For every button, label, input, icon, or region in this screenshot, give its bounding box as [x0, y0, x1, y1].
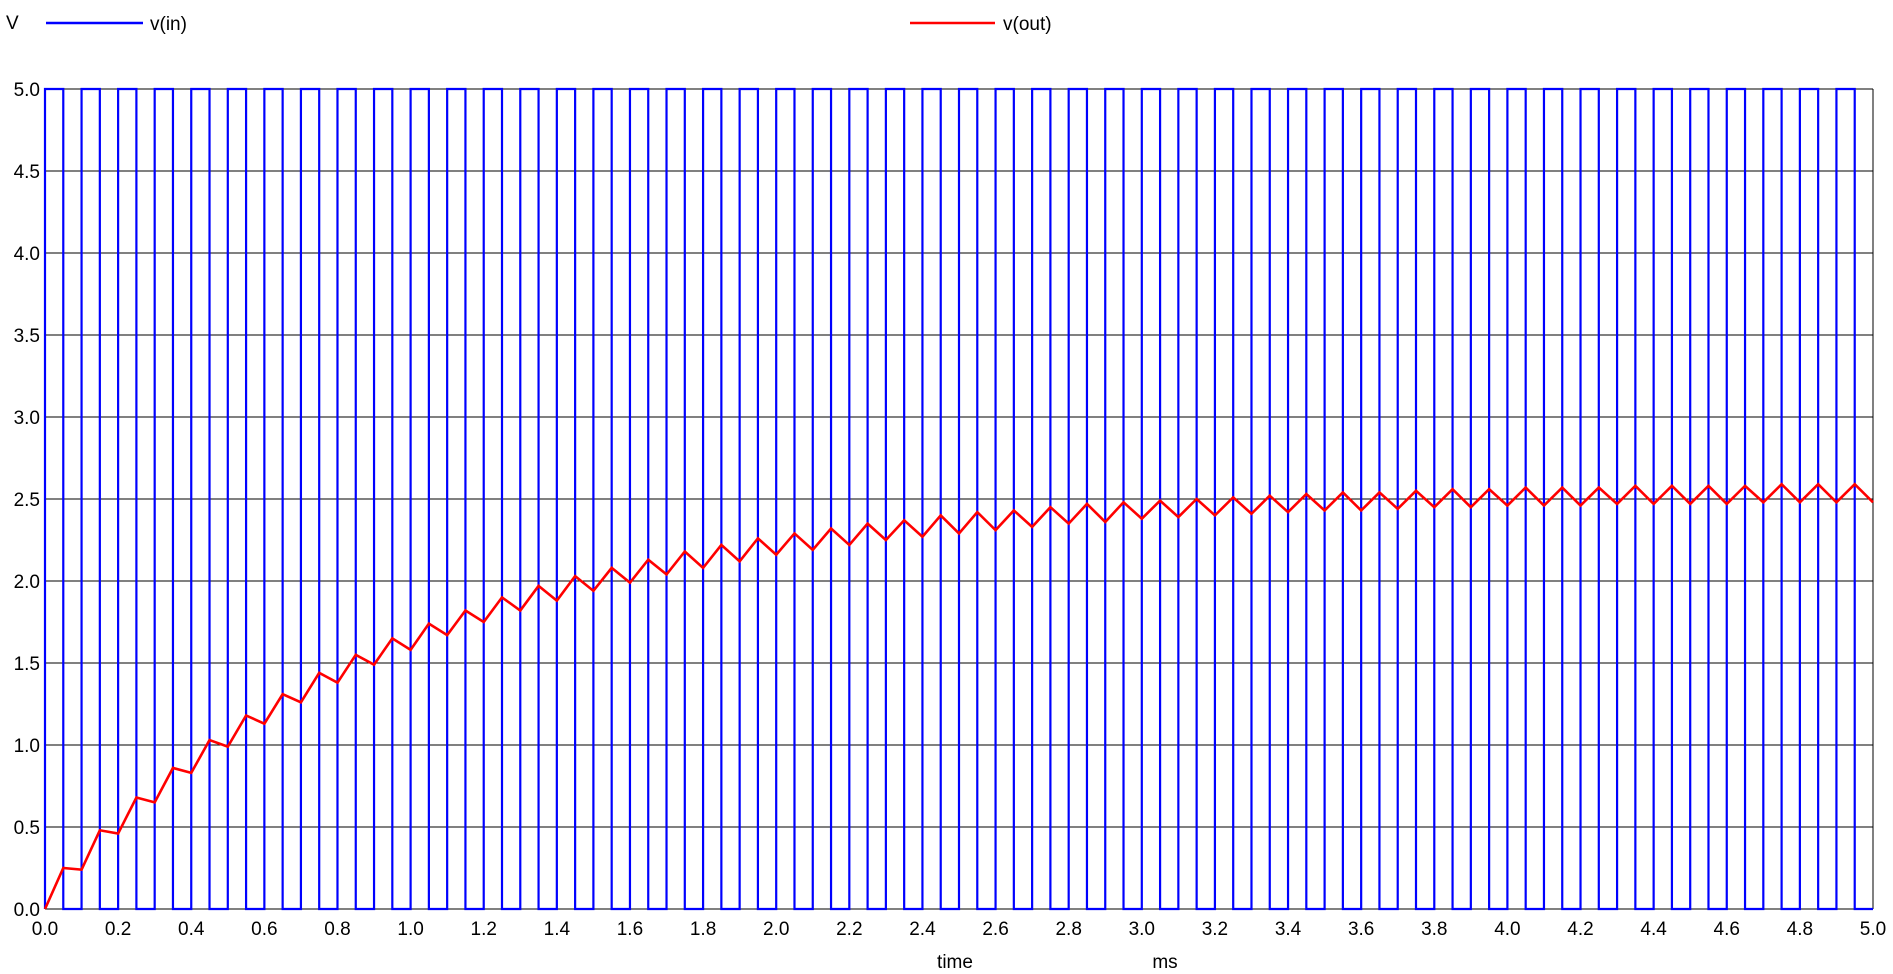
- y-tick-label: 2.0: [14, 572, 40, 593]
- y-tick-label: 2.5: [14, 490, 40, 511]
- y-tick-label: 1.0: [14, 736, 40, 757]
- y-tick-label: 4.0: [14, 244, 40, 265]
- x-tick-label: 4.4: [1640, 919, 1667, 940]
- x-tick-label: 2.0: [763, 919, 789, 940]
- y-unit-label: V: [6, 13, 19, 34]
- y-tick-label: 5.0: [14, 80, 40, 101]
- x-tick-label: 3.6: [1348, 919, 1374, 940]
- x-tick-label: 1.6: [617, 919, 643, 940]
- x-tick-label: 0.2: [105, 919, 131, 940]
- y-tick-label: 3.5: [14, 326, 40, 347]
- x-tick-label: 1.8: [690, 919, 716, 940]
- legend-vout-label: v(out): [1003, 14, 1052, 35]
- x-axis-label: time: [937, 952, 973, 969]
- x-tick-label: 1.2: [471, 919, 497, 940]
- y-tick-label: 1.5: [14, 654, 40, 675]
- x-tick-label: 2.4: [909, 919, 936, 940]
- x-tick-label: 4.0: [1494, 919, 1520, 940]
- x-tick-label: 5.0: [1860, 919, 1886, 940]
- x-tick-label: 3.0: [1129, 919, 1155, 940]
- x-tick-label: 3.8: [1421, 919, 1447, 940]
- series-layer: [43, 87, 1874, 911]
- x-tick-label: 0.6: [251, 919, 277, 940]
- x-tick-label: 0.8: [324, 919, 350, 940]
- x-tick-label: 4.2: [1567, 919, 1593, 940]
- x-tick-label: 4.8: [1787, 919, 1813, 940]
- legend-vin-label: v(in): [150, 14, 187, 35]
- series-vin-line: [43, 87, 1873, 911]
- x-tick-label: 3.4: [1275, 919, 1302, 940]
- x-tick-label: 2.6: [982, 919, 1008, 940]
- y-tick-label: 0.5: [14, 818, 40, 839]
- x-tick-label: 2.2: [836, 919, 862, 940]
- x-tick-label: 0.4: [178, 919, 205, 940]
- x-tick-label: 4.6: [1714, 919, 1740, 940]
- y-tick-label: 4.5: [14, 162, 40, 183]
- x-tick-label: 1.4: [544, 919, 571, 940]
- x-tick-label: 2.8: [1055, 919, 1081, 940]
- series-vout-line: [43, 482, 1874, 910]
- tick-labels: 0.0 0.5 1.0 1.5 2.0 2.5 3.0 3.5 4.0 4.5 5.0 0.0 0.2 0…: [14, 80, 1887, 940]
- y-tick-label: 0.0: [14, 900, 40, 921]
- x-tick-label: 1.0: [397, 919, 423, 940]
- y-tick-label: 3.0: [14, 408, 40, 429]
- x-unit-label: ms: [1152, 952, 1177, 969]
- x-tick-label: 3.2: [1202, 919, 1228, 940]
- x-tick-label: 0.0: [32, 919, 58, 940]
